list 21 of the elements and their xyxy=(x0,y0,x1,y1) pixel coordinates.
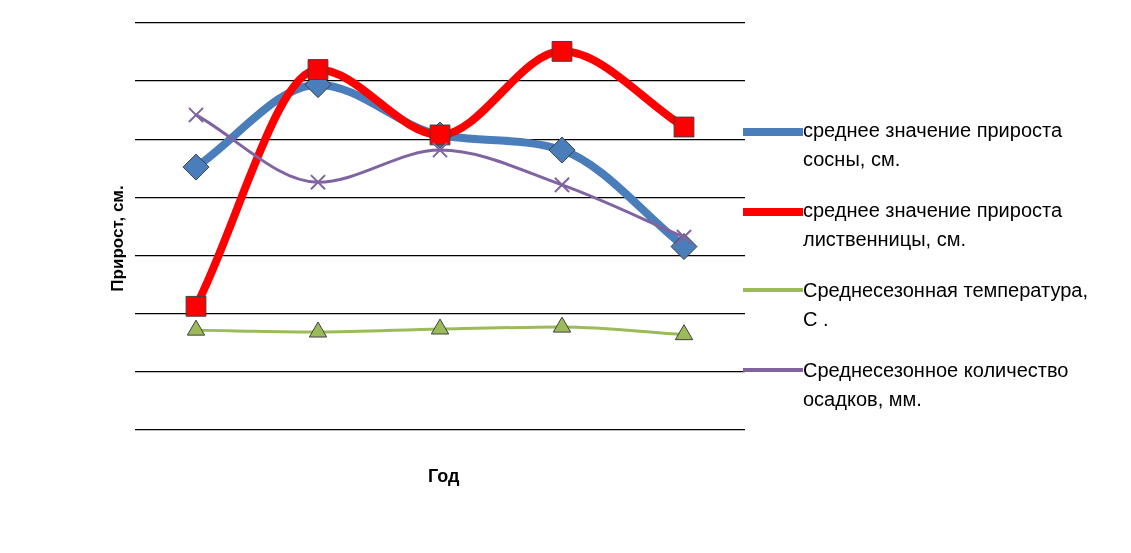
point xyxy=(551,40,573,62)
point xyxy=(187,106,205,123)
point xyxy=(308,321,328,338)
point xyxy=(674,324,694,341)
point xyxy=(185,295,207,317)
point xyxy=(307,59,329,80)
point xyxy=(186,319,206,336)
point xyxy=(309,174,327,191)
point xyxy=(431,142,449,159)
point xyxy=(553,176,571,193)
y-axis-title: Прирост, см. xyxy=(107,185,127,292)
legend-label: Среднесезонная температура, С . xyxy=(803,278,1088,332)
legend-label: Среднесезонное количество осадков, мм. xyxy=(803,358,1070,412)
legend-label: среднее значение прироста сосны, см. xyxy=(803,118,1064,172)
point xyxy=(552,316,572,333)
legend-label: среднее значение прироста лиственницы, см. xyxy=(803,198,1064,252)
point xyxy=(182,153,210,181)
point xyxy=(548,136,576,164)
x-axis-title: Год xyxy=(428,466,460,487)
point xyxy=(673,116,695,138)
point xyxy=(430,318,450,335)
